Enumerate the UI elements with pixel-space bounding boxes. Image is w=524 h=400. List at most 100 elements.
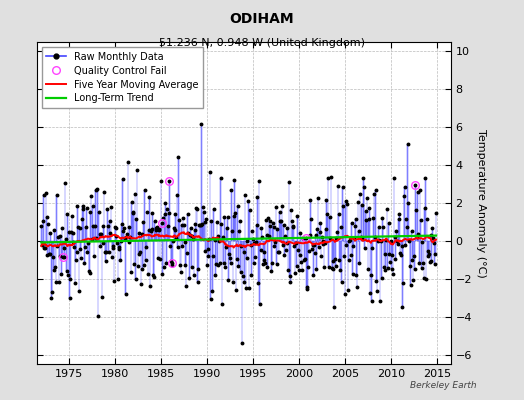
- Bar: [395, 241, 396, 259]
- Bar: [350, 240, 351, 241]
- Bar: [330, 238, 331, 241]
- Bar: [365, 211, 366, 241]
- Bar: [85, 227, 86, 241]
- Bar: [203, 212, 204, 241]
- Bar: [398, 219, 399, 241]
- Bar: [333, 241, 334, 261]
- Bar: [102, 241, 103, 243]
- Bar: [277, 229, 278, 241]
- Bar: [294, 241, 296, 272]
- Bar: [243, 241, 244, 252]
- Bar: [303, 238, 304, 241]
- Bar: [116, 236, 117, 241]
- Bar: [50, 233, 51, 241]
- Bar: [413, 241, 414, 256]
- Bar: [163, 241, 164, 267]
- Bar: [92, 206, 93, 241]
- Bar: [217, 241, 218, 265]
- Bar: [214, 240, 215, 241]
- Bar: [355, 220, 356, 241]
- Bar: [236, 241, 237, 259]
- Bar: [411, 230, 412, 241]
- Bar: [405, 241, 406, 244]
- Bar: [433, 241, 434, 243]
- Bar: [208, 241, 209, 256]
- Bar: [375, 190, 376, 241]
- Bar: [140, 241, 141, 284]
- Bar: [227, 217, 228, 241]
- Bar: [150, 232, 151, 241]
- Bar: [153, 241, 154, 275]
- Bar: [286, 241, 287, 243]
- Bar: [107, 226, 108, 241]
- Bar: [89, 241, 90, 273]
- Bar: [103, 226, 104, 241]
- Legend: Raw Monthly Data, Quality Control Fail, Five Year Moving Average, Long-Term Tren: Raw Monthly Data, Quality Control Fail, …: [41, 47, 203, 108]
- Bar: [193, 241, 194, 275]
- Bar: [209, 239, 210, 241]
- Bar: [289, 241, 290, 276]
- Bar: [132, 214, 133, 241]
- Bar: [363, 178, 364, 241]
- Bar: [175, 214, 176, 241]
- Bar: [387, 241, 388, 268]
- Bar: [222, 241, 223, 304]
- Bar: [145, 241, 146, 260]
- Bar: [317, 228, 318, 241]
- Bar: [118, 241, 119, 249]
- Bar: [179, 220, 180, 241]
- Bar: [69, 241, 70, 298]
- Bar: [300, 233, 301, 241]
- Bar: [389, 241, 390, 254]
- Bar: [170, 241, 171, 261]
- Bar: [47, 241, 48, 254]
- Bar: [326, 200, 327, 241]
- Bar: [73, 241, 74, 242]
- Bar: [379, 240, 380, 241]
- Bar: [401, 241, 402, 246]
- Bar: [204, 222, 205, 241]
- Bar: [46, 217, 47, 241]
- Bar: [44, 241, 45, 248]
- Bar: [256, 225, 257, 241]
- Bar: [151, 229, 152, 241]
- Bar: [424, 208, 425, 241]
- Bar: [329, 217, 330, 241]
- Bar: [297, 216, 298, 241]
- Bar: [100, 241, 101, 246]
- Bar: [182, 241, 183, 246]
- Bar: [304, 241, 305, 259]
- Bar: [181, 225, 182, 241]
- Bar: [43, 194, 44, 241]
- Bar: [93, 226, 94, 241]
- Bar: [322, 241, 323, 244]
- Bar: [176, 238, 177, 241]
- Bar: [353, 241, 354, 246]
- Bar: [158, 230, 159, 241]
- Bar: [421, 241, 422, 268]
- Bar: [260, 241, 261, 250]
- Bar: [259, 241, 260, 304]
- Bar: [79, 228, 80, 241]
- Bar: [196, 209, 197, 241]
- Bar: [266, 235, 267, 241]
- Bar: [284, 241, 285, 255]
- Bar: [108, 241, 109, 252]
- Text: ODIHAM: ODIHAM: [230, 12, 294, 26]
- Bar: [428, 241, 429, 251]
- Bar: [70, 241, 71, 278]
- Bar: [202, 224, 203, 241]
- Bar: [48, 224, 49, 241]
- Bar: [96, 238, 97, 241]
- Bar: [139, 234, 140, 241]
- Bar: [231, 190, 232, 241]
- Bar: [352, 241, 353, 274]
- Bar: [416, 210, 417, 241]
- Bar: [191, 241, 192, 267]
- Bar: [372, 241, 373, 248]
- Bar: [420, 220, 421, 241]
- Bar: [267, 241, 268, 266]
- Bar: [58, 237, 59, 241]
- Text: Berkeley Earth: Berkeley Earth: [410, 381, 477, 390]
- Bar: [306, 241, 307, 289]
